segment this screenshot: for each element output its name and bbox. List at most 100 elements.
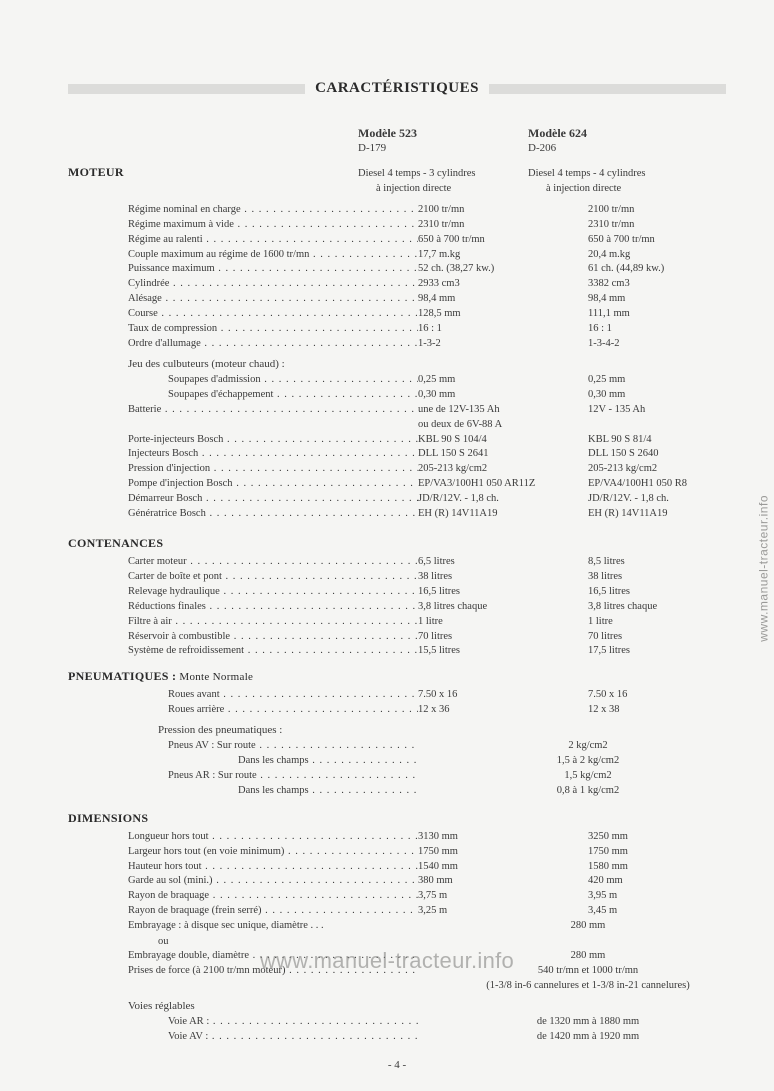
row-value-624: 1750 mm — [588, 845, 758, 860]
pression-head: Pression des pneumatiques : — [158, 724, 726, 736]
row-value-624: 16 : 1 — [588, 322, 758, 337]
row-value-624: 420 mm — [588, 874, 758, 889]
table-row: Régime nominal en charge2100 tr/mn2100 t… — [68, 203, 726, 218]
column-headers: Modèle 523 D-179 Modèle 624 D-206 — [68, 125, 726, 156]
row-label: Hauteur hors tout — [128, 860, 418, 875]
row-value-523: EP/VA3/100H1 050 AR11Z — [418, 477, 588, 492]
row-label: Système de refroidissement — [128, 644, 418, 659]
row-value-merged: 1,5 kg/cm2 — [418, 769, 758, 784]
row-label: Alésage — [128, 292, 418, 307]
table-row: Pression d'injection205-213 kg/cm2205-21… — [68, 462, 726, 477]
row-value-624: 12 x 38 — [588, 703, 758, 718]
table-row: Voie AV :de 1420 mm à 1920 mm — [68, 1030, 726, 1045]
table-row: Puissance maximum52 ch. (38,27 kw.)61 ch… — [68, 262, 726, 277]
row-label: Réductions finales — [128, 600, 418, 615]
row-label: Filtre à air — [128, 615, 418, 630]
table-row: Régime maximum à vide2310 tr/mn2310 tr/m… — [68, 218, 726, 233]
table-row: Pneus AV : Sur route2 kg/cm2 — [68, 739, 726, 754]
row-value-merged: 2 kg/cm2 — [418, 739, 758, 754]
table-row: Dans les champs1,5 à 2 kg/cm2 — [68, 754, 726, 769]
table-row: Roues arrière12 x 3612 x 38 — [68, 703, 726, 718]
row-label: Largeur hors tout (en voie minimum) — [128, 845, 418, 860]
prises-note-row: (1-3/8 in-6 cannelures et 1-3/8 in-21 ca… — [68, 979, 726, 994]
row-label: Dans les champs — [238, 784, 418, 799]
row-label: Pneus AV : Sur route — [168, 739, 418, 754]
section-pneumatiques: PNEUMATIQUES : Monte Normale — [68, 669, 726, 684]
row-value-624: 650 à 700 tr/mn — [588, 233, 758, 248]
row-value-624: 3,95 m — [588, 889, 758, 904]
table-row: Roues avant7.50 x 167.50 x 16 — [68, 688, 726, 703]
row-value-624: 111,1 mm — [588, 307, 758, 322]
or-text: ou — [158, 936, 726, 947]
model-523-name: Modèle 523 — [358, 125, 528, 141]
pression-rows: Pneus AV : Sur route2 kg/cm2Dans les cha… — [68, 739, 726, 799]
row-value-523: 1-3-2 — [418, 337, 588, 352]
row-value-523: KBL 90 S 104/4 — [418, 433, 588, 448]
row-value-523: 70 litres — [418, 630, 588, 645]
row-value-624: 17,5 litres — [588, 644, 758, 659]
table-row: Dans les champs0,8 à 1 kg/cm2 — [68, 784, 726, 799]
row-value-624: EH (R) 14V11A19 — [588, 507, 758, 522]
table-row: Longueur hors tout3130 mm3250 mm — [68, 830, 726, 845]
row-label: Démarreur Bosch — [128, 492, 418, 507]
row-value-523: JD/R/12V. - 1,8 ch. — [418, 492, 588, 507]
row-value-624: 61 ch. (44,89 kw.) — [588, 262, 758, 277]
table-row: Réductions finales3,8 litres chaque3,8 l… — [68, 600, 726, 615]
row-value-merged: de 1420 mm à 1920 mm — [418, 1030, 758, 1045]
row-value-523: 2310 tr/mn — [418, 218, 588, 233]
batterie-label: Batterie — [128, 403, 418, 418]
table-row: Rayon de braquage3,75 m3,95 m — [68, 889, 726, 904]
row-value-523: 3,8 litres chaque — [418, 600, 588, 615]
page-number: - 4 - — [68, 1059, 726, 1071]
row-label: Carter moteur — [128, 555, 418, 570]
side-watermark: www.manuel-tracteur.info — [757, 495, 771, 642]
title-bar: CARACTÉRISTIQUES — [68, 80, 726, 97]
table-row: Rayon de braquage (frein serré)3,25 m3,4… — [68, 904, 726, 919]
row-value-624: 3,8 litres chaque — [588, 600, 758, 615]
table-row: Carter de boîte et pont38 litres38 litre… — [68, 570, 726, 585]
row-value-624: 38 litres — [588, 570, 758, 585]
row-label: Roues avant — [168, 688, 418, 703]
row-label: Régime maximum à vide — [128, 218, 418, 233]
row-label: Couple maximum au régime de 1600 tr/mn — [128, 248, 418, 263]
table-row: Relevage hydraulique16,5 litres16,5 litr… — [68, 585, 726, 600]
model-523-code: D-179 — [358, 141, 528, 156]
voies-rows: Voie AR :de 1320 mm à 1880 mmVoie AV :de… — [68, 1015, 726, 1045]
row-label: Roues arrière — [168, 703, 418, 718]
table-row: Couple maximum au régime de 1600 tr/mn17… — [68, 248, 726, 263]
model-624-desc2: à injection directe — [528, 182, 698, 197]
embrayage1-val: 280 mm — [418, 919, 758, 934]
section-dimensions: DIMENSIONS — [68, 811, 726, 826]
row-label: Réservoir à combustible — [128, 630, 418, 645]
culbuteurs-rows: Soupapes d'admission0,25 mm0,25 mmSoupap… — [68, 373, 726, 403]
row-value-523: 2933 cm3 — [418, 277, 588, 292]
row-label: Génératrice Bosch — [128, 507, 418, 522]
row-value-523: 6,5 litres — [418, 555, 588, 570]
section-contenances: CONTENANCES — [68, 536, 726, 551]
row-value-624: 1 litre — [588, 615, 758, 630]
row-value-523: 38 litres — [418, 570, 588, 585]
row-value-523: 128,5 mm — [418, 307, 588, 322]
page-title: CARACTÉRISTIQUES — [305, 80, 489, 97]
table-row: Taux de compression16 : 116 : 1 — [68, 322, 726, 337]
model-523-desc2: à injection directe — [358, 182, 528, 197]
row-value-523: 1750 mm — [418, 845, 588, 860]
row-value-624: 0,30 mm — [588, 388, 758, 403]
row-label: Pneus AR : Sur route — [168, 769, 418, 784]
row-label: Puissance maximum — [128, 262, 418, 277]
row-label: Longueur hors tout — [128, 830, 418, 845]
row-value-624: KBL 90 S 81/4 — [588, 433, 758, 448]
row-value-624: 70 litres — [588, 630, 758, 645]
pneu-rows: Roues avant7.50 x 167.50 x 16Roues arriè… — [68, 688, 726, 718]
row-value-624: EP/VA4/100H1 050 R8 — [588, 477, 758, 492]
row-value-523: 17,7 m.kg — [418, 248, 588, 263]
row-label: Soupapes d'admission — [168, 373, 418, 388]
contenances-rows: Carter moteur6,5 litres8,5 litresCarter … — [68, 555, 726, 659]
row-label: Voie AR : — [168, 1015, 418, 1030]
voies-head: Voies réglables — [128, 1000, 726, 1012]
row-value-624: 205-213 kg/cm2 — [588, 462, 758, 477]
table-row: Largeur hors tout (en voie minimum)1750 … — [68, 845, 726, 860]
desc2-row: à injection directe à injection directe — [68, 182, 726, 197]
model-624-code: D-206 — [528, 141, 698, 156]
row-value-523: 650 à 700 tr/mn — [418, 233, 588, 248]
